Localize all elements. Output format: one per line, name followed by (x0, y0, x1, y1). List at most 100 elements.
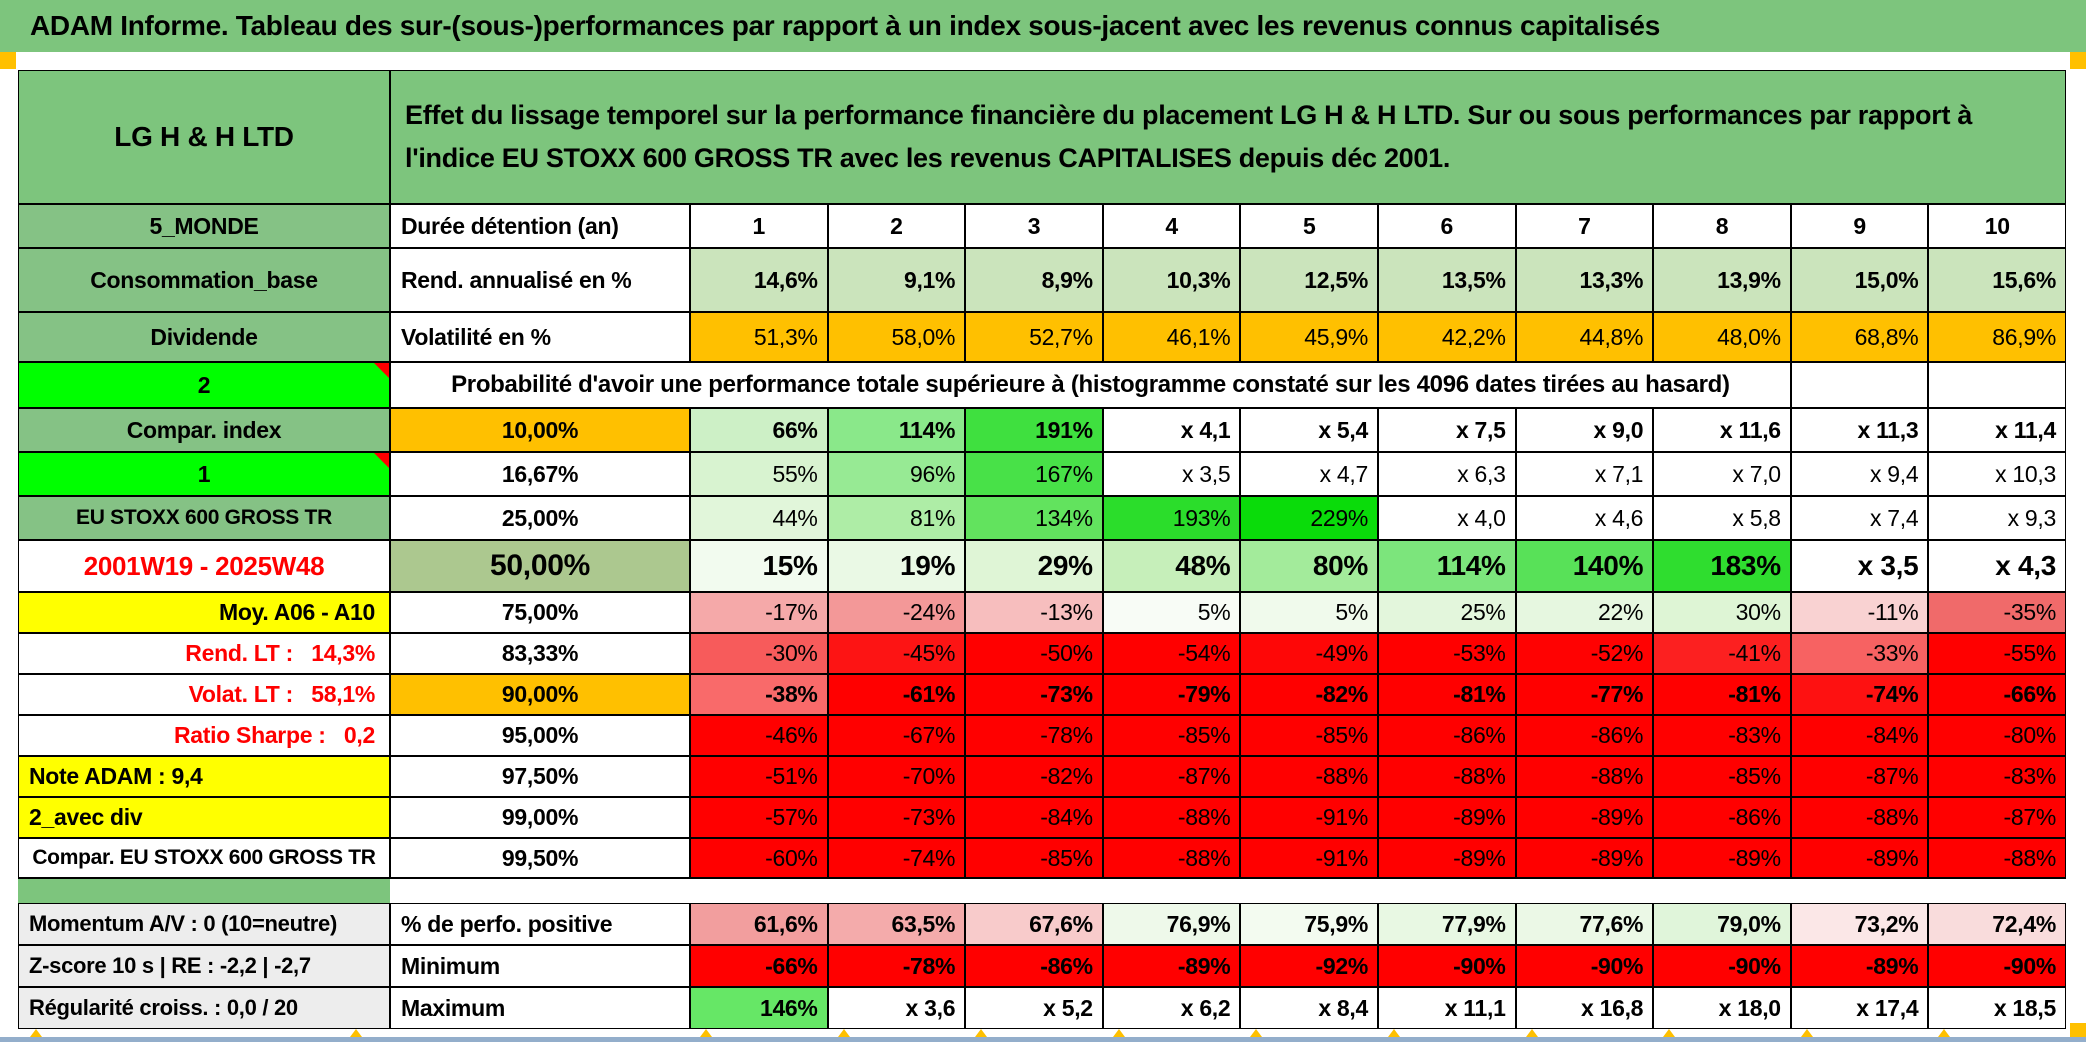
cell-volat-y6[interactable]: 42,2% (1378, 312, 1516, 362)
cell-p90-y1[interactable]: -38% (690, 674, 828, 715)
cell-one-y5[interactable]: x 4,7 (1240, 452, 1378, 496)
cell-p90-y9[interactable]: -74% (1790, 674, 1929, 715)
cell-compar-y7[interactable]: x 9,0 (1515, 408, 1654, 452)
cell-max-y2[interactable]: x 3,6 (827, 987, 966, 1029)
cell-compar-y10[interactable]: x 11,4 (1928, 408, 2066, 452)
cell-compar-y9[interactable]: x 11,3 (1790, 408, 1929, 452)
cell-volat-y3[interactable]: 52,7% (965, 312, 1103, 362)
col-header-7[interactable]: 7 (1515, 204, 1654, 248)
cell-eustoxx-y6[interactable]: x 4,0 (1378, 496, 1516, 540)
cell-p95-y7[interactable]: -86% (1515, 715, 1654, 756)
cell-min-y6[interactable]: -90% (1378, 945, 1516, 987)
cell-p75-y10[interactable]: -35% (1928, 592, 2066, 633)
cell-volat-y5[interactable]: 45,9% (1240, 312, 1378, 362)
cell-p995-y7[interactable]: -89% (1515, 838, 1654, 879)
cell-p99-y8[interactable]: -86% (1653, 797, 1791, 838)
row-label-p975[interactable]: Note ADAM : 9,4 (18, 756, 390, 797)
cell-fifty-y9[interactable]: x 3,5 (1790, 540, 1929, 592)
colb-eustoxx[interactable]: 25,00% (390, 496, 690, 540)
cell-p90-y6[interactable]: -81% (1378, 674, 1516, 715)
cell-rend-y8[interactable]: 13,9% (1653, 248, 1791, 312)
cell-p90-y4[interactable]: -79% (1102, 674, 1241, 715)
row-label-perfo[interactable]: Momentum A/V : 0 (10=neutre) (18, 903, 390, 945)
cell-max-y4[interactable]: x 6,2 (1102, 987, 1241, 1029)
cell-compar-y5[interactable]: x 5,4 (1240, 408, 1378, 452)
cell-p99-y9[interactable]: -88% (1790, 797, 1929, 838)
cell-p995-y9[interactable]: -89% (1790, 838, 1929, 879)
col-header-5[interactable]: 5 (1240, 204, 1378, 248)
cell-p83-y2[interactable]: -45% (827, 633, 966, 674)
cell-p995-y4[interactable]: -88% (1102, 838, 1241, 879)
cell-fifty-y7[interactable]: 140% (1515, 540, 1654, 592)
cell-p90-y2[interactable]: -61% (827, 674, 966, 715)
cell-eustoxx-y5[interactable]: 229% (1240, 496, 1378, 540)
cell-p90-y10[interactable]: -66% (1928, 674, 2066, 715)
row-label-one[interactable]: 1 (18, 452, 390, 496)
cell-p995-y1[interactable]: -60% (690, 838, 828, 879)
cell-p95-y2[interactable]: -67% (827, 715, 966, 756)
colb-p95[interactable]: 95,00% (390, 715, 690, 756)
cell-p99-y7[interactable]: -89% (1515, 797, 1654, 838)
col-header-6[interactable]: 6 (1378, 204, 1516, 248)
cell-rend-y3[interactable]: 8,9% (965, 248, 1103, 312)
cell-compar-y2[interactable]: 114% (827, 408, 966, 452)
cell-min-y2[interactable]: -78% (827, 945, 966, 987)
cell-min-y9[interactable]: -89% (1790, 945, 1929, 987)
cell-p995-y5[interactable]: -91% (1240, 838, 1378, 879)
cell-perfo-y1[interactable]: 61,6% (690, 903, 828, 945)
cell-p90-y5[interactable]: -82% (1240, 674, 1378, 715)
colb-p975[interactable]: 97,50% (390, 756, 690, 797)
cell-p995-y8[interactable]: -89% (1653, 838, 1791, 879)
cell-compar-y8[interactable]: x 11,6 (1653, 408, 1791, 452)
cell-p83-y10[interactable]: -55% (1928, 633, 2066, 674)
cell-fifty-y2[interactable]: 19% (827, 540, 966, 592)
cell-p975-y10[interactable]: -83% (1928, 756, 2066, 797)
cell-min-y1[interactable]: -66% (690, 945, 828, 987)
row-label-min[interactable]: Z-score 10 s | RE : -2,2 | -2,7 (18, 945, 390, 987)
cell-p975-y9[interactable]: -87% (1790, 756, 1929, 797)
cell-perfo-y10[interactable]: 72,4% (1928, 903, 2066, 945)
cell-p975-y5[interactable]: -88% (1240, 756, 1378, 797)
cell-p95-y6[interactable]: -86% (1378, 715, 1516, 756)
cell-p83-y5[interactable]: -49% (1240, 633, 1378, 674)
cell-p975-y7[interactable]: -88% (1515, 756, 1654, 797)
empty-cell[interactable] (1928, 362, 2066, 408)
cell-fifty-y5[interactable]: 80% (1240, 540, 1378, 592)
cell-p83-y4[interactable]: -54% (1102, 633, 1241, 674)
cell-one-y2[interactable]: 96% (827, 452, 966, 496)
cell-p975-y1[interactable]: -51% (690, 756, 828, 797)
colb-p99[interactable]: 99,00% (390, 797, 690, 838)
row-label-p75[interactable]: Moy. A06 - A10 (18, 592, 390, 633)
cell-p95-y1[interactable]: -46% (690, 715, 828, 756)
probability-banner-cell[interactable]: Probabilité d'avoir une performance tota… (390, 362, 1791, 408)
cell-volat-y9[interactable]: 68,8% (1790, 312, 1929, 362)
cell-p75-y4[interactable]: 5% (1102, 592, 1241, 633)
row-label-p95[interactable]: Ratio Sharpe : 0,2 (18, 715, 390, 756)
colb-rend[interactable]: Rend. annualisé en % (390, 248, 690, 312)
cell-p95-y4[interactable]: -85% (1102, 715, 1241, 756)
colb-volat[interactable]: Volatilité en % (390, 312, 690, 362)
col-header-10[interactable]: 10 (1928, 204, 2066, 248)
cell-max-y10[interactable]: x 18,5 (1928, 987, 2066, 1029)
cell-p99-y10[interactable]: -87% (1928, 797, 2066, 838)
colb-duree[interactable]: Durée détention (an) (390, 204, 690, 248)
cell-p99-y2[interactable]: -73% (827, 797, 966, 838)
cell-min-y8[interactable]: -90% (1653, 945, 1791, 987)
cell-p83-y6[interactable]: -53% (1378, 633, 1516, 674)
cell-fifty-y10[interactable]: x 4,3 (1928, 540, 2066, 592)
cell-p99-y4[interactable]: -88% (1102, 797, 1241, 838)
cell-volat-y8[interactable]: 48,0% (1653, 312, 1791, 362)
cell-eustoxx-y2[interactable]: 81% (827, 496, 966, 540)
orange-corner-cell-right[interactable] (2070, 52, 2086, 69)
col-header-4[interactable]: 4 (1102, 204, 1241, 248)
cell-p975-y8[interactable]: -85% (1653, 756, 1791, 797)
cell-max-y1[interactable]: 146% (690, 987, 828, 1029)
colb-one[interactable]: 16,67% (390, 452, 690, 496)
cell-perfo-y4[interactable]: 76,9% (1102, 903, 1241, 945)
row-label-p995[interactable]: Compar. EU STOXX 600 GROSS TR (18, 838, 390, 879)
cell-max-y5[interactable]: x 8,4 (1240, 987, 1378, 1029)
cell-compar-y3[interactable]: 191% (965, 408, 1103, 452)
cell-fifty-y8[interactable]: 183% (1653, 540, 1791, 592)
cell-eustoxx-y9[interactable]: x 7,4 (1790, 496, 1929, 540)
cell-one-y8[interactable]: x 7,0 (1653, 452, 1791, 496)
